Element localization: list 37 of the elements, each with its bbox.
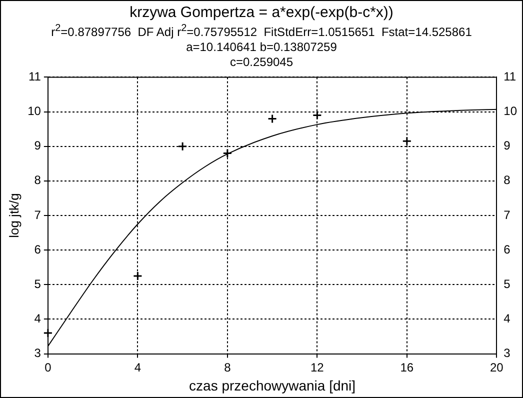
point — [178, 142, 188, 152]
text: a=10.140641 b=0.13807259 — [185, 40, 338, 55]
y-axis-title: log jtk/g — [6, 193, 22, 238]
y-tick-label: 9 — [34, 138, 42, 153]
y2-tick-label: 4 — [504, 312, 511, 326]
point — [268, 114, 278, 124]
y2-tick-label: 6 — [504, 242, 511, 256]
point — [222, 148, 232, 158]
point — [402, 136, 412, 146]
y-tick-label: 4 — [34, 312, 42, 326]
x-axis-title: czas przechowywania [dni] — [189, 377, 356, 394]
x-tick-label: 8 — [224, 360, 232, 374]
y-tick-label: 8 — [34, 173, 42, 188]
x-tick-label: 16 — [400, 360, 414, 374]
y2-tick-label: 10 — [504, 104, 518, 118]
y2-tick-label: 5 — [504, 276, 511, 291]
y2-tick-label: 7 — [504, 208, 511, 222]
y-tick-label: 6 — [34, 242, 42, 256]
point — [312, 110, 322, 120]
y-tick-label: 5 — [34, 276, 42, 291]
point — [132, 271, 142, 281]
y2-tick-label: 8 — [504, 173, 511, 188]
y-tick-label: 11 — [28, 70, 42, 84]
chart-subtitle: r$^{2}$=0.87897756 DF Adj r$^{2}$=0.75795512 FitStdErr=1.0515651 Fstat=14.525861 — [50, 22, 473, 40]
x-tick-label: 4 — [134, 360, 142, 374]
text: c=0.259045 — [228, 55, 294, 70]
point — [43, 328, 53, 338]
y2-tick-label: 11 — [504, 70, 516, 84]
chart-title: krzywa Gompertza = a*exp(-exp(b-c*x)) — [128, 4, 394, 21]
y-tick-label: 3 — [34, 346, 42, 360]
y2-tick-label: 3 — [504, 346, 511, 360]
x-tick-label: 12 — [310, 360, 324, 374]
y2-tick-label: 9 — [504, 138, 511, 153]
x-tick-label: 0 — [44, 360, 52, 374]
y-tick-label: 7 — [34, 208, 42, 222]
y-tick-label: 10 — [28, 104, 42, 118]
x-tick-label: 20 — [490, 360, 504, 374]
